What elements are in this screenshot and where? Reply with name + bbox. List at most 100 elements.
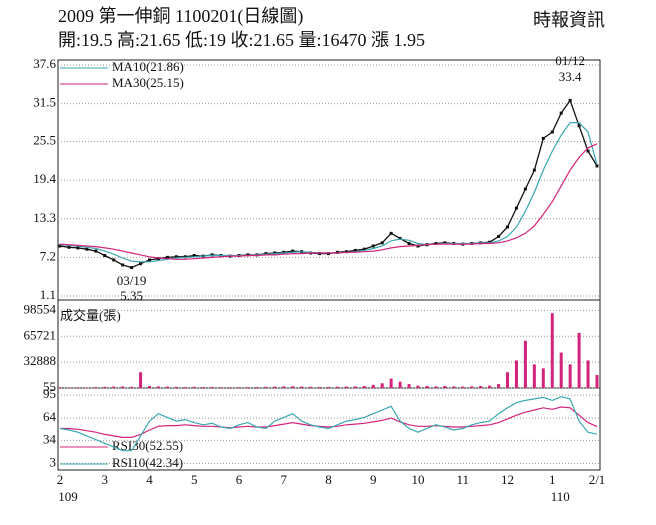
y-tick-label: 34 [43, 431, 57, 446]
price-mark [371, 244, 375, 248]
volume-bar [246, 387, 250, 388]
price-mark [568, 98, 572, 102]
x-tick-label: 9 [370, 472, 377, 487]
volume-bar [130, 386, 134, 388]
price-mark [532, 168, 536, 172]
x-tick-label: 1 [549, 472, 556, 487]
series-line [60, 406, 598, 438]
legend-label: MA30(25.15) [112, 75, 184, 90]
volume-bar [291, 386, 295, 388]
price-mark [416, 244, 420, 248]
volume-bar [300, 386, 304, 388]
price-line [59, 98, 598, 269]
volume-bar [309, 386, 313, 388]
volume-bar [488, 385, 492, 388]
source: 時報資訊 [533, 10, 605, 30]
x-tick-label: 2/1 [589, 472, 606, 487]
price-mark [353, 248, 357, 252]
volume-bar [228, 387, 232, 388]
volume-bar [577, 332, 581, 388]
price-mark [389, 231, 393, 235]
volume-bar [237, 387, 241, 388]
price-mark [273, 251, 277, 255]
price-mark [148, 258, 151, 262]
price-mark [434, 241, 438, 245]
y-tick-label: 19.4 [33, 171, 56, 186]
price-mark [130, 266, 134, 270]
annotation-value: 5.35 [120, 288, 143, 303]
volume-bar [67, 387, 71, 388]
volume-bar [103, 386, 107, 388]
volume-bar [550, 313, 554, 388]
x-tick-label: 6 [236, 472, 243, 487]
volume-bar [461, 386, 465, 388]
volume-bar [416, 385, 420, 388]
volume-bar [210, 386, 214, 388]
volume-bar [148, 386, 151, 388]
price-mark [380, 241, 384, 245]
volume-bar [282, 386, 286, 388]
price-mark [67, 245, 71, 249]
price-mark [541, 136, 545, 140]
y-tick-label: 64 [43, 409, 57, 424]
volume-bar [344, 386, 348, 388]
volume-bar [479, 386, 483, 388]
volume-bar [139, 372, 143, 388]
volume-bar [353, 386, 357, 388]
price-mark [76, 246, 80, 250]
x-year-label: 109 [58, 489, 78, 504]
volume-bar [514, 360, 518, 388]
volume-bar [192, 386, 196, 388]
price-mark [559, 111, 563, 115]
price-mark [443, 241, 447, 245]
volume-bar [85, 387, 89, 388]
volume-bar [425, 386, 429, 388]
volume-bar [595, 375, 599, 388]
y-tick-label: 98554 [24, 301, 57, 316]
volume-bar [470, 386, 474, 388]
quote-info: 開:19.5 高:21.65 低:19 收:21.65 量:16470 漲 1.… [58, 30, 425, 50]
x-tick-label: 4 [146, 472, 153, 487]
legend-label: RSI30(52.55) [112, 438, 183, 453]
volume-bar [523, 340, 527, 388]
legend-label: MA10(21.86) [112, 59, 184, 74]
price-mark [156, 257, 160, 261]
volume-bar [506, 372, 509, 388]
volume-bar [76, 387, 80, 388]
volume-bar [568, 364, 572, 388]
volume-bar [380, 383, 384, 388]
panel-title: 成交量(張) [60, 308, 121, 323]
volume-bar [497, 384, 501, 388]
y-tick-label: 31.5 [33, 95, 56, 110]
price-mark [291, 249, 295, 253]
volume-bar [559, 352, 563, 388]
x-tick-label: 11 [456, 472, 469, 487]
x-tick-label: 8 [325, 472, 332, 487]
price-mark [94, 249, 98, 253]
price-mark [506, 225, 509, 229]
volume-bar [156, 386, 160, 388]
volume-bar [434, 386, 438, 388]
x-tick-label: 12 [501, 472, 514, 487]
price-mark [192, 253, 196, 257]
volume-bar [94, 387, 98, 388]
price-mark [85, 247, 89, 251]
price-mark [121, 263, 125, 267]
volume-bar [586, 360, 590, 388]
price-mark [335, 250, 339, 254]
volume-bar [219, 387, 223, 388]
volume-bar [398, 381, 402, 388]
price-mark [595, 164, 599, 168]
price-mark [58, 244, 62, 248]
price-mark [183, 255, 187, 259]
series-line [59, 122, 598, 263]
price-mark [210, 253, 214, 257]
volume-bar [121, 386, 125, 388]
volume-bar [541, 368, 545, 388]
volume-bar [255, 387, 259, 388]
volume-bar [58, 387, 62, 388]
price-mark [165, 255, 169, 259]
y-tick-label: 37.6 [33, 56, 56, 71]
price-mark [282, 250, 286, 254]
